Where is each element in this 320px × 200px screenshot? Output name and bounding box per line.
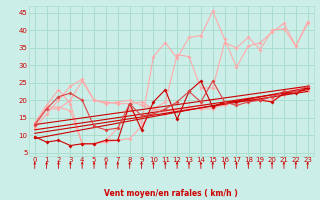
Text: Vent moyen/en rafales ( km/h ): Vent moyen/en rafales ( km/h ) [104,189,238,198]
